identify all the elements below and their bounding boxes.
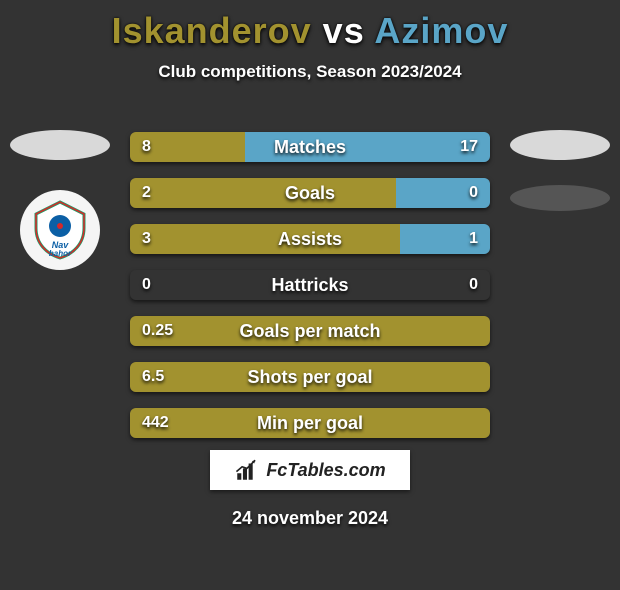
- stat-bar-row: Min per goal442: [130, 408, 490, 438]
- stat-bar-left-value: 3: [142, 224, 151, 254]
- stat-bar-label: Hattricks: [130, 270, 490, 300]
- stat-bar-left-value: 0: [142, 270, 151, 300]
- stat-bar-row: Matches8 17: [130, 132, 490, 162]
- stat-bar-right-value: 0: [469, 270, 478, 300]
- stat-bar-left-value: 0.25: [142, 316, 173, 346]
- left-player-club-badge: Nav bahor: [20, 190, 100, 270]
- stat-bar-left-value: 8: [142, 132, 151, 162]
- svg-text:bahor: bahor: [49, 249, 72, 258]
- fctables-chart-icon: [234, 457, 260, 483]
- right-player-avatar-placeholder: [510, 130, 610, 160]
- stat-bar-label: Assists: [130, 224, 490, 254]
- page-date: 24 november 2024: [0, 508, 620, 529]
- fctables-logo-text: FcTables.com: [266, 460, 385, 481]
- stat-bar-right-value: 0: [469, 178, 478, 208]
- stat-bar-row: Assists3 1: [130, 224, 490, 254]
- stat-bar-right-value: 17: [460, 132, 478, 162]
- stat-bar-left-value: 442: [142, 408, 169, 438]
- stat-bar-label: Matches: [130, 132, 490, 162]
- stat-bar-right-value: 1: [469, 224, 478, 254]
- stat-bar-label: Goals: [130, 178, 490, 208]
- stat-bar-left-value: 6.5: [142, 362, 164, 392]
- stat-bar-row: Hattricks0 0: [130, 270, 490, 300]
- page-subtitle: Club competitions, Season 2023/2024: [0, 62, 620, 82]
- stat-bar-row: Shots per goal6.5: [130, 362, 490, 392]
- stat-bar-left-value: 2: [142, 178, 151, 208]
- stat-bar-label: Min per goal: [130, 408, 490, 438]
- stat-bar-label: Shots per goal: [130, 362, 490, 392]
- page-title: Iskanderov vs Azimov: [0, 10, 620, 52]
- stat-bar-label: Goals per match: [130, 316, 490, 346]
- left-player-avatar-placeholder: [10, 130, 110, 160]
- fctables-logo-box: FcTables.com: [210, 450, 410, 490]
- club-badge-icon: Nav bahor: [28, 198, 92, 262]
- right-player-avatar-placeholder-2: [510, 185, 610, 211]
- stat-bar-row: Goals2 0: [130, 178, 490, 208]
- stat-bar-row: Goals per match0.25: [130, 316, 490, 346]
- stats-bars: Matches817Goals20Assists31Hattricks00Goa…: [130, 132, 490, 454]
